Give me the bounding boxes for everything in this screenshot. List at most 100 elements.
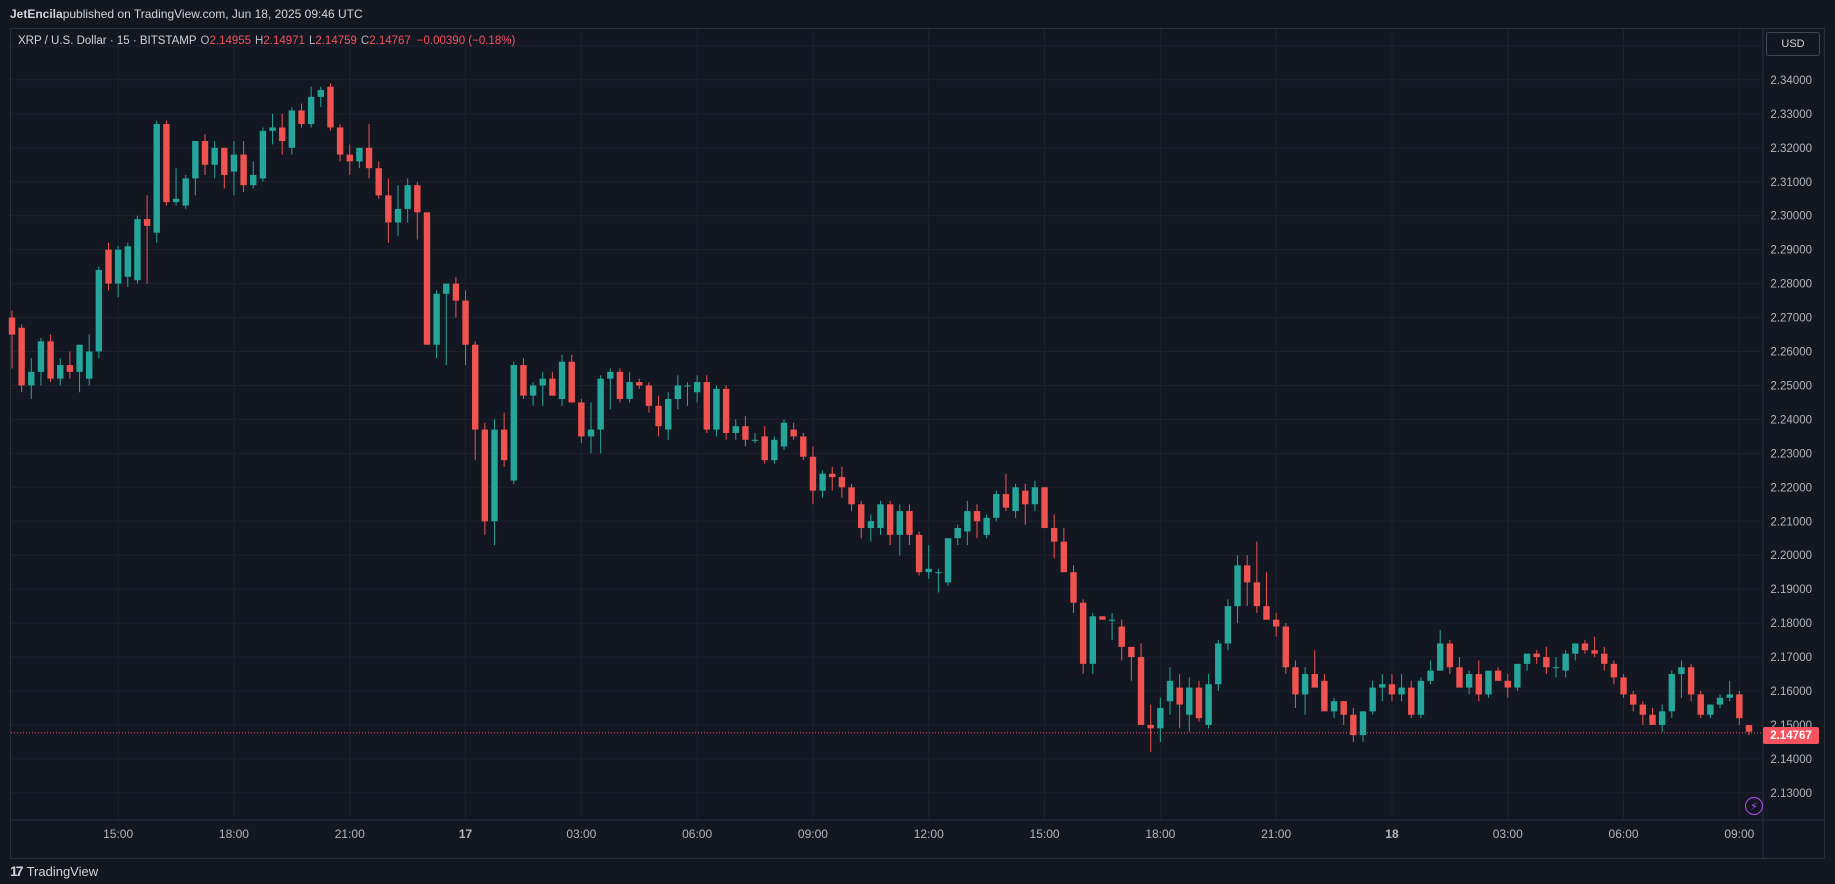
candle-body [18,327,25,386]
candle-body [1079,602,1087,664]
candle-body [1002,494,1010,508]
candle-body [790,429,797,437]
low-value: 2.14759 [315,35,357,47]
candle-body [1321,680,1328,712]
y-tick-label: 2.34000 [1770,75,1812,87]
candle-body [500,429,508,461]
candle-body [896,511,903,535]
candle-body [703,382,710,430]
candle-body [134,219,141,281]
candle-body [578,402,585,437]
candle-body [1388,684,1396,695]
candle-body [443,283,450,294]
candle-body [915,534,923,573]
candle-body [221,147,228,175]
candle-body [1417,680,1425,715]
candle-body [558,361,566,400]
candle-body [1707,704,1714,715]
y-tick-label: 2.32000 [1770,143,1812,155]
candle-body [1195,687,1203,719]
x-tick-label: 21:00 [335,827,365,841]
candle-body [993,494,1000,518]
brand-name[interactable]: TradingView [26,863,99,879]
candle-body [279,127,286,142]
candle-body [404,185,411,209]
publish-header: JetEncila published on TradingView.com, … [0,0,1835,28]
candle-body [1301,674,1309,695]
candle-body [1639,704,1647,715]
candle-body [1678,667,1685,675]
candle-body [1234,565,1241,607]
candle-body [1398,687,1405,695]
author-name[interactable]: JetEncila [10,7,63,21]
candle-body [636,382,643,386]
y-tick-label: 2.24000 [1770,414,1812,426]
candle-body [1726,694,1733,698]
candle-body [336,127,344,155]
candle-body [983,517,990,535]
candle-body [1456,667,1463,688]
candle-body [452,283,460,301]
candle-body [1128,646,1135,658]
candle-body [858,504,865,529]
symbol-title[interactable]: XRP / U.S. Dollar · 15 · BITSTAMP [18,35,197,47]
candle-body [935,572,942,574]
candle-body [886,504,894,535]
x-tick-label: 06:00 [1609,827,1639,841]
chart-frame [10,28,1825,859]
candle-body [713,388,720,430]
open-value: 2.14955 [209,35,252,47]
candle-body [1523,653,1531,664]
candle-body [665,399,672,430]
candle-body [462,300,469,345]
y-tick-label: 2.18000 [1770,618,1812,630]
high-value: 2.14971 [263,35,305,47]
candle-body [1060,541,1068,573]
candle-body [693,382,701,393]
candle-body [1446,643,1454,668]
candle-body [1108,619,1116,621]
candle-body [76,344,83,372]
x-tick-label: 09:00 [1724,827,1754,841]
candle-body [1224,606,1232,644]
candle-body [1668,674,1675,712]
candle-body [529,385,537,396]
x-tick-label: 12:00 [914,827,944,841]
y-tick-label: 2.25000 [1770,380,1812,392]
candle-body [1292,667,1299,695]
candle-body [1716,697,1724,705]
high-label: H [255,35,264,47]
lightning-icon[interactable]: ⚡ [1745,797,1763,815]
candle-body [230,154,238,172]
candle-body [307,96,315,125]
x-tick-label: 18:00 [1145,827,1175,841]
candle-body [153,124,160,233]
y-tick-label: 2.27000 [1770,313,1812,325]
candle-body [1552,667,1560,669]
candle-body [568,361,575,403]
candle-body [1350,714,1357,736]
candle-body [1427,670,1434,681]
candle-body [732,426,739,433]
candle-body [626,382,633,400]
candle-body [751,439,759,441]
candle-body [327,86,334,128]
candle-body [394,208,402,223]
candle-body [549,378,556,396]
x-tick-label: 21:00 [1261,827,1291,841]
candle-body [375,168,382,196]
candle-body [1504,680,1511,688]
candle-body [1186,687,1193,715]
candle-body [288,110,296,148]
candle-body [520,365,527,396]
candle-body [1157,707,1164,729]
candle-body [684,385,691,387]
tradingview-logo-icon[interactable]: 17 [10,863,24,879]
currency-button[interactable]: USD [1766,32,1820,56]
candle-body [780,422,788,447]
candle-body [66,365,74,372]
candle-body [172,198,180,203]
y-tick-label: 2.17000 [1770,652,1812,664]
candle-body [1697,694,1704,715]
